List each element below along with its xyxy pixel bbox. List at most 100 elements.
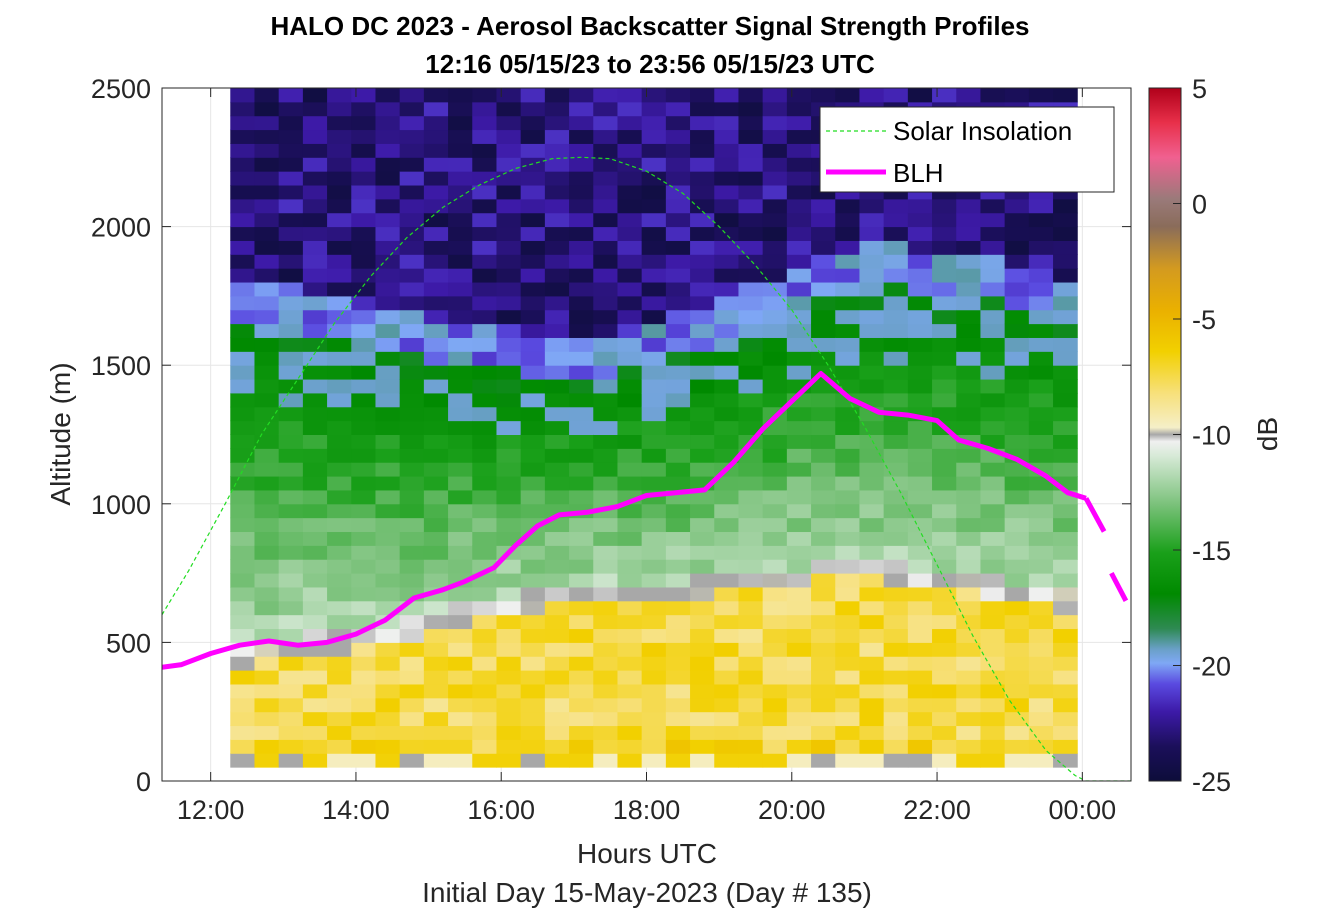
heatmap-cell: [278, 545, 304, 560]
heatmap-cell: [1053, 545, 1078, 560]
heatmap-cell: [980, 212, 1006, 228]
heatmap-cell: [254, 198, 280, 214]
heatmap-cell: [472, 406, 497, 422]
heatmap-cell: [690, 586, 715, 602]
heatmap-cell: [351, 88, 376, 103]
heatmap-cell: [1053, 753, 1078, 768]
heatmap-cell: [811, 434, 836, 449]
heatmap-cell: [496, 531, 522, 546]
heatmap-cell: [520, 406, 546, 422]
heatmap-cell: [907, 365, 933, 380]
heatmap-cell: [472, 185, 497, 200]
heatmap-cell: [1004, 697, 1030, 713]
heatmap-cell: [738, 323, 764, 338]
heatmap-cell: [665, 88, 691, 103]
heatmap-cell: [907, 642, 933, 657]
heatmap-cell: [762, 88, 788, 103]
heatmap-cell: [230, 476, 255, 491]
heatmap-cell: [593, 670, 618, 685]
heatmap-cell: [230, 753, 255, 768]
heatmap-cell: [835, 448, 860, 463]
heatmap-cell: [520, 642, 546, 657]
heatmap-cell: [399, 309, 425, 325]
heatmap-cell: [593, 157, 618, 172]
heatmap-cell: [399, 683, 425, 699]
heatmap-cell: [230, 586, 255, 602]
heatmap-cell: [932, 240, 957, 255]
heatmap-cell: [544, 282, 570, 297]
heatmap-cell: [472, 462, 497, 477]
heatmap-cell: [375, 420, 401, 435]
heatmap-cell: [569, 392, 594, 408]
heatmap-cell: [472, 198, 497, 214]
heatmap-cell: [786, 725, 812, 740]
heatmap-cell: [351, 101, 376, 117]
heatmap-cell: [714, 614, 739, 630]
heatmap-cell: [569, 434, 594, 449]
heatmap-cell: [859, 517, 885, 533]
heatmap-cell: [544, 656, 570, 671]
heatmap-cell: [835, 476, 860, 491]
heatmap-cell: [762, 351, 788, 366]
heatmap-cell: [496, 282, 522, 297]
heatmap-cell: [883, 503, 909, 519]
heatmap-cell: [714, 351, 739, 366]
heatmap-cell: [544, 670, 570, 685]
heatmap-cell: [544, 379, 570, 394]
heatmap-cell: [641, 434, 667, 449]
heatmap-cell: [448, 476, 473, 491]
colorbar-tick-label: -25: [1192, 767, 1231, 797]
heatmap-cell: [278, 240, 304, 255]
heatmap-cell: [617, 115, 643, 131]
heatmap-cell: [375, 337, 401, 352]
heatmap-cell: [569, 185, 594, 200]
heatmap-cell: [448, 295, 473, 311]
heatmap-cell: [472, 725, 497, 740]
heatmap-cell: [690, 157, 715, 172]
heatmap-cell: [351, 212, 376, 228]
heatmap-cell: [738, 101, 764, 117]
heatmap-cell: [714, 697, 739, 713]
heatmap-cell: [399, 365, 425, 380]
heatmap-cell: [907, 295, 933, 311]
heatmap-cell: [327, 268, 352, 283]
heatmap-cell: [665, 351, 691, 366]
heatmap-cell: [496, 725, 522, 740]
heatmap-cell: [423, 88, 449, 103]
heatmap-cell: [835, 531, 860, 546]
heatmap-cell: [1028, 573, 1054, 588]
heatmap-cell: [496, 129, 522, 144]
heatmap-cell: [351, 462, 376, 477]
heatmap-cell: [569, 448, 594, 463]
heatmap-cell: [714, 365, 739, 380]
heatmap-cell: [859, 670, 885, 685]
heatmap-cell: [617, 753, 643, 768]
heatmap-cell: [399, 392, 425, 408]
heatmap-cell: [399, 559, 425, 574]
heatmap-cell: [641, 295, 667, 311]
heatmap-cell: [835, 489, 860, 505]
heatmap-cell: [641, 670, 667, 685]
heatmap-cell: [859, 725, 885, 740]
heatmap-cell: [980, 309, 1006, 325]
heatmap-cell: [641, 392, 667, 408]
heatmap-cell: [786, 185, 812, 200]
heatmap-cell: [786, 711, 812, 727]
heatmap-cell: [835, 365, 860, 380]
heatmap-cell: [883, 600, 909, 616]
series-lines: [162, 156, 1131, 781]
heatmap-cell: [375, 295, 401, 311]
heatmap-cell: [278, 517, 304, 533]
heatmap-cell: [327, 185, 352, 200]
heatmap-cell: [1053, 212, 1078, 228]
heatmap-cell: [811, 212, 836, 228]
heatmap-cell: [883, 309, 909, 325]
heatmap-cell: [835, 226, 860, 241]
heatmap-cell: [883, 282, 909, 297]
heatmap-cell: [254, 295, 280, 311]
heatmap-cell: [738, 351, 764, 366]
heatmap-cell: [690, 88, 715, 103]
chart-title: HALO DC 2023 - Aerosol Backscatter Signa…: [270, 11, 1029, 41]
heatmap-cell: [520, 185, 546, 200]
heatmap-cell: [617, 670, 643, 685]
